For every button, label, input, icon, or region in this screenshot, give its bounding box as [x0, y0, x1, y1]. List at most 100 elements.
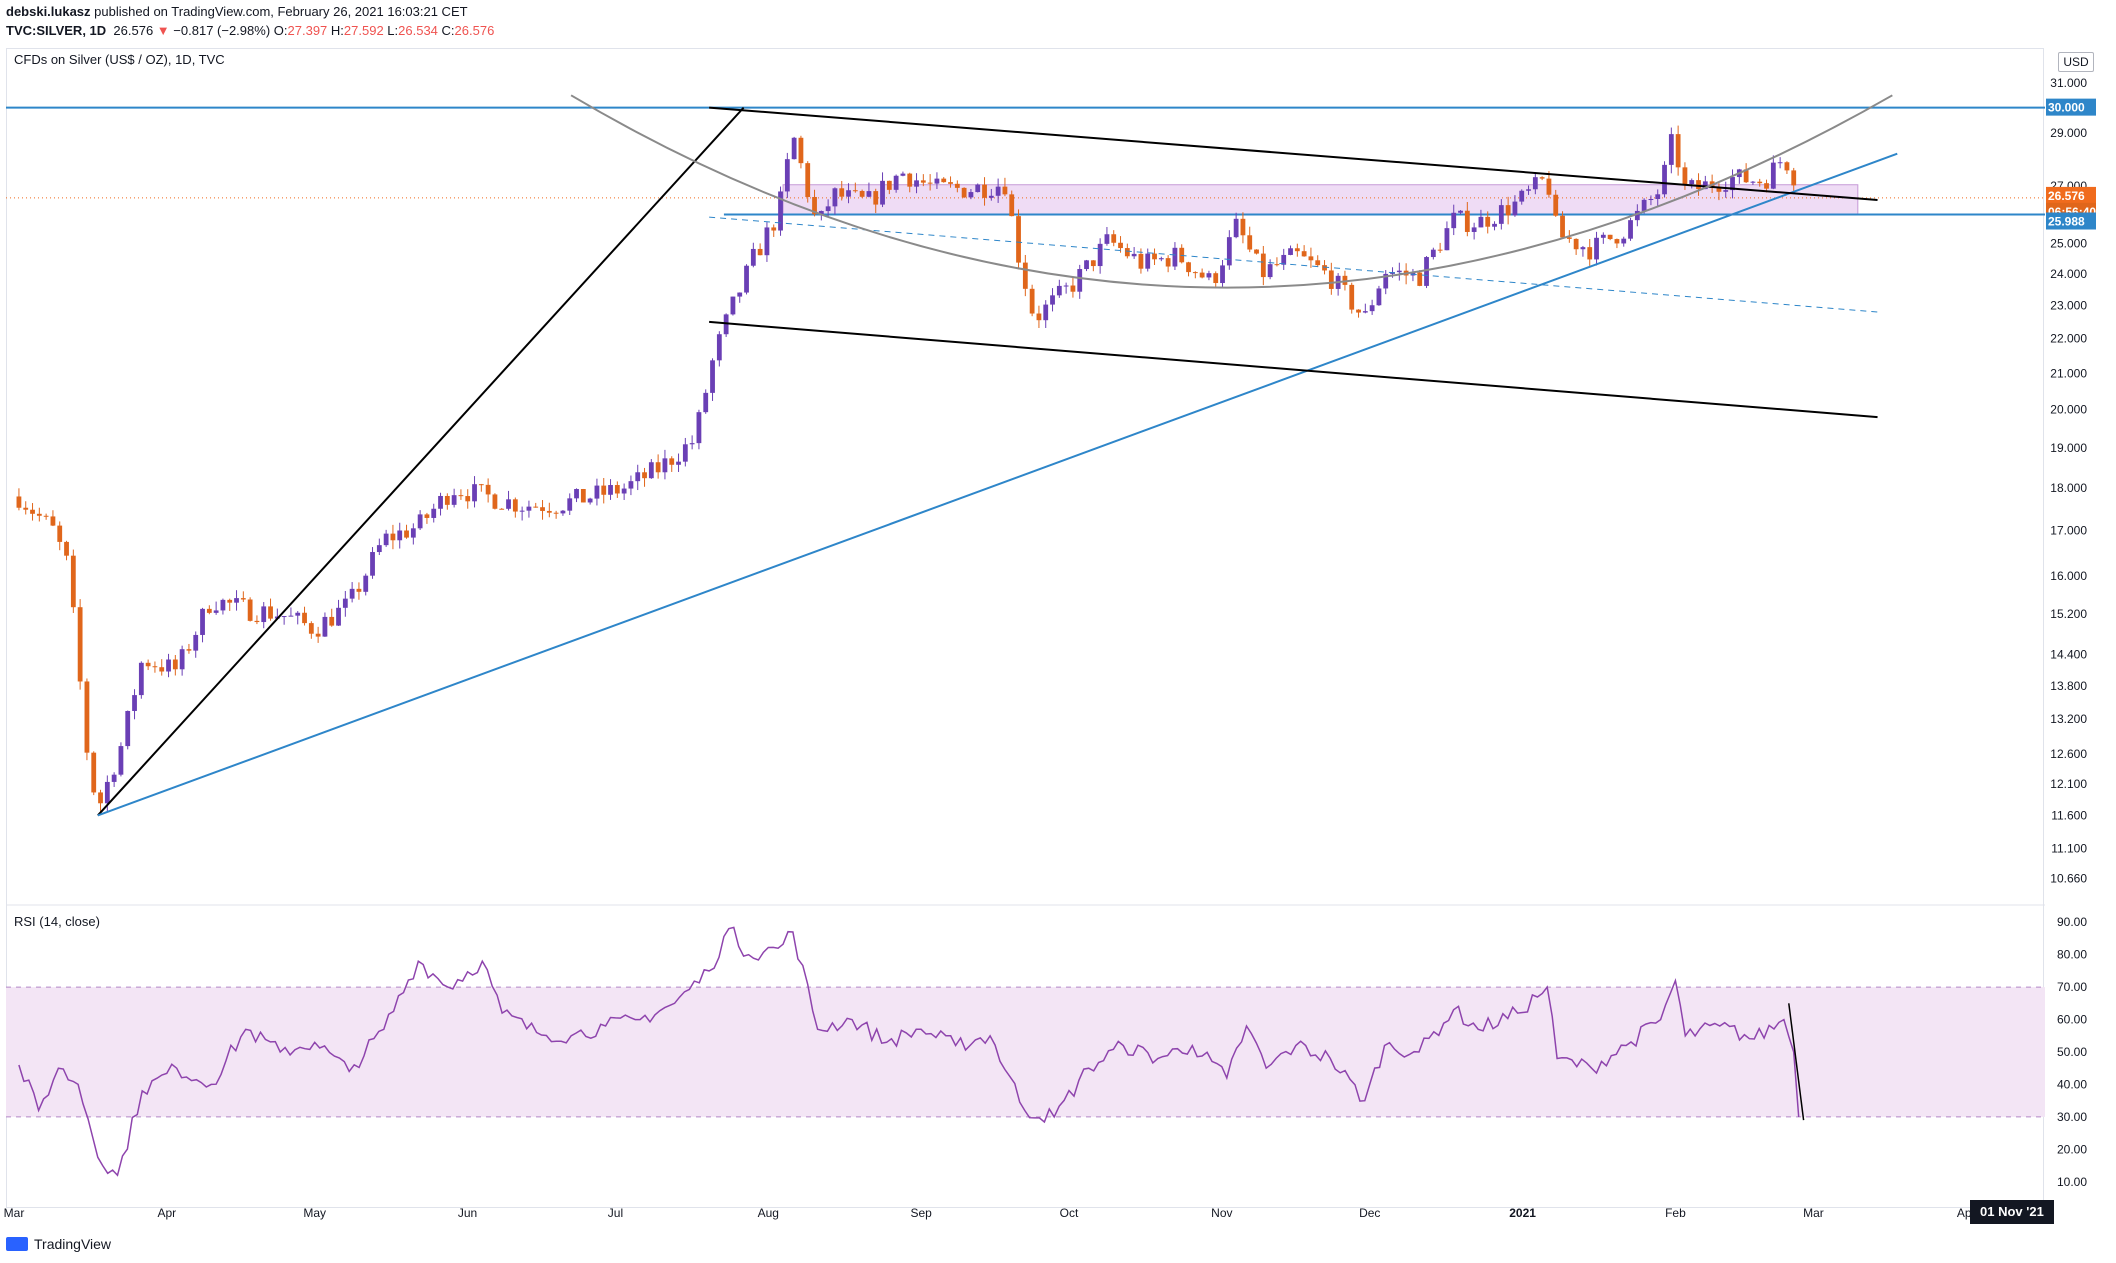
candle-body	[805, 163, 811, 197]
candle-body	[1526, 189, 1531, 191]
candle-body	[111, 774, 117, 782]
candle-body	[70, 555, 76, 608]
price-tick-label: 29.000	[2050, 126, 2087, 140]
candle-body	[1634, 210, 1640, 221]
symbol-label[interactable]: TVC:SILVER, 1D	[6, 23, 107, 38]
change-arrow-icon: ▼	[156, 23, 170, 38]
candle-body	[172, 659, 178, 670]
time-axis-label: Jul	[608, 1206, 623, 1220]
tradingview-logo-icon	[6, 1237, 28, 1251]
candle-body	[43, 515, 49, 517]
time-axis-label: Feb	[1665, 1206, 1686, 1220]
candle-body	[1444, 228, 1450, 251]
candle-body	[1553, 194, 1559, 216]
candle-body	[948, 182, 953, 184]
price-tick-label: 22.000	[2050, 332, 2087, 346]
candle-body	[1315, 260, 1321, 266]
close-label: C:	[441, 23, 455, 38]
candle-body	[642, 472, 647, 479]
candle-body	[234, 598, 239, 603]
candle-body	[1532, 177, 1538, 190]
candle-body	[36, 513, 42, 516]
candle-body	[519, 510, 525, 512]
open-value: 27.397	[287, 23, 328, 38]
candle-body	[152, 666, 158, 668]
currency-button[interactable]: USD	[2058, 52, 2094, 72]
candle-body	[1675, 134, 1681, 168]
candle-body	[533, 506, 539, 508]
rsi-drawn-line	[1788, 1003, 1805, 1121]
candle-body	[458, 495, 464, 497]
author-name[interactable]: debski.lukasz	[6, 4, 91, 19]
candle-body	[1206, 273, 1212, 278]
time-axis-label: Mar	[1803, 1206, 1824, 1220]
candle-body	[397, 530, 403, 541]
candle-body	[927, 182, 933, 184]
high-label: H:	[330, 23, 344, 38]
candle-body	[363, 575, 369, 592]
chart-header: debski.lukasz published on TradingView.c…	[6, 2, 494, 40]
candle-body	[1104, 234, 1110, 244]
candle-body	[1111, 234, 1117, 243]
candle-body	[1437, 249, 1443, 251]
candle-body	[710, 360, 715, 393]
candle-body	[77, 607, 83, 682]
candle-body	[499, 508, 505, 510]
candle-body	[206, 608, 212, 613]
candle-body	[1566, 237, 1572, 239]
candle-body	[1424, 257, 1429, 286]
candle-body	[791, 137, 797, 160]
candle-body	[1070, 285, 1076, 292]
candle-body	[988, 195, 994, 198]
candle-body	[329, 616, 335, 626]
candle-body	[438, 495, 443, 509]
last-price-badge: 26.576	[2048, 189, 2085, 203]
candle-body	[628, 481, 634, 489]
candle-body	[1342, 275, 1348, 285]
candle-body	[580, 489, 586, 503]
candle-body	[1213, 273, 1219, 284]
candle-body	[383, 533, 389, 546]
candle-body	[553, 512, 559, 514]
candle-body	[1485, 216, 1491, 227]
candle-body	[968, 192, 974, 198]
cup-arc	[570, 94, 1893, 289]
price-tick-label: 20.000	[2050, 403, 2087, 417]
candle-body	[587, 498, 593, 503]
candle-body	[1505, 205, 1511, 216]
candle-body	[1478, 216, 1484, 228]
candle-body	[1580, 247, 1586, 250]
candle-body	[880, 180, 885, 205]
candle-body	[1369, 305, 1375, 312]
candle-body	[138, 662, 144, 696]
candle-body	[1186, 262, 1191, 273]
candle-body	[635, 472, 641, 482]
candle-body	[907, 173, 913, 187]
candle-body	[1199, 272, 1205, 278]
tradingview-logo[interactable]: TradingView	[6, 1236, 111, 1252]
candle-body	[1036, 313, 1042, 321]
candle-body	[1016, 216, 1021, 263]
candle-body	[1260, 253, 1266, 278]
support-level-badge: 25.988	[2048, 215, 2085, 229]
candle-body	[621, 488, 627, 494]
candle-body	[118, 746, 124, 775]
candle-body	[540, 507, 545, 511]
candle-body	[417, 514, 423, 529]
candle-body	[50, 516, 56, 526]
price-tick-label: 12.600	[2050, 747, 2087, 761]
price-tick-label: 18.000	[2050, 481, 2087, 495]
tradingview-brand: TradingView	[34, 1236, 112, 1252]
candle-body	[648, 462, 654, 479]
candle-body	[159, 667, 165, 672]
candle-body	[676, 461, 681, 465]
price-tick-label: 10.660	[2050, 871, 2087, 885]
candle-body	[846, 190, 851, 197]
candle-body	[404, 530, 409, 538]
time-axis-label: Jun	[458, 1206, 477, 1220]
candle-body	[1362, 311, 1368, 313]
candle-body	[1587, 247, 1593, 260]
candle-body	[1274, 264, 1280, 266]
candle-body	[1118, 242, 1123, 249]
